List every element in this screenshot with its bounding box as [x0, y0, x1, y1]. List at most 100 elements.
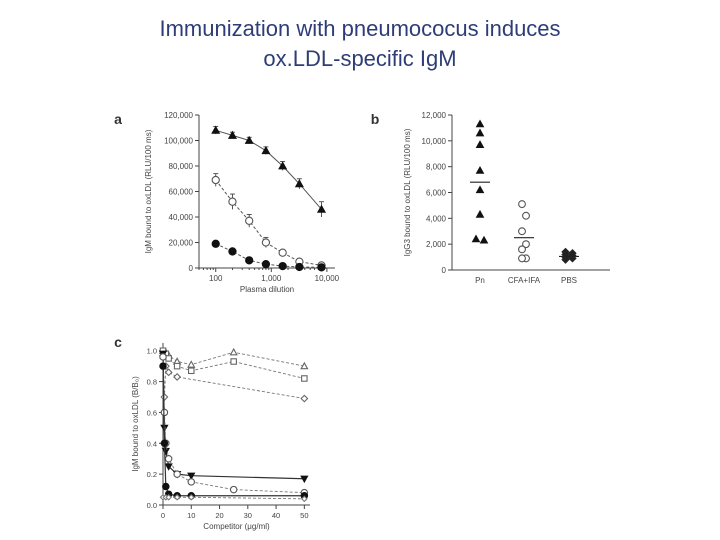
panel-c-x-tick-label: 30: [244, 511, 252, 520]
panel-a-label: a: [114, 111, 122, 127]
panel-c-y-tick-label: 0.0: [147, 501, 157, 510]
panel-c-point: [187, 478, 196, 486]
panel-b-x-tick-label: CFA+IFA: [508, 276, 541, 285]
panel-b-point: [475, 185, 485, 194]
panel-a-x-tick-label: 1,000: [261, 274, 282, 283]
slide-title: Immunization with pneumococus induces ox…: [0, 14, 720, 74]
panel-c-series-line: [162, 353, 305, 480]
panel-c-point: [173, 493, 181, 501]
panel-c-point: [301, 375, 308, 382]
panel-a-point: [278, 261, 287, 271]
panel-a-y-tick-label: 100,000: [164, 137, 193, 146]
panel-c-point: [187, 360, 196, 368]
panel-b-x-tick-label: Pn: [475, 276, 485, 285]
panel-c-series-line: [162, 355, 305, 399]
panel-c-x-axis-label: Competitor (μg/ml): [203, 522, 270, 531]
panel-a-point: [228, 247, 237, 256]
panel-c-point: [164, 368, 173, 377]
panel-b-point: [475, 119, 485, 128]
panel-c-point: [165, 493, 172, 501]
panel-a-x-axis-label: Plasma dilution: [240, 285, 294, 294]
panel-b-y-tick-label: 0: [442, 266, 447, 275]
panel-c-y-tick-label: 0.6: [147, 408, 157, 417]
panel-a-point: [278, 248, 287, 257]
panel-c-point: [173, 470, 181, 478]
slide-title-line-2: ox.LDL-specific IgM: [263, 46, 457, 71]
panel-b-point: [568, 254, 577, 263]
panel-a-y-tick-label: 60,000: [169, 188, 194, 197]
panel-a-point: [211, 239, 220, 248]
panel-c-series-line: [163, 496, 305, 500]
panel-a-y-tick-label: 20,000: [169, 239, 194, 248]
panel-b-y-axis-label: IgG3 bound to oxLDL (RLU/100 ms): [403, 128, 412, 256]
panel-a-x-tick-label: 10,000: [315, 274, 340, 283]
panel-b-point: [518, 245, 526, 254]
panel-b-point: [518, 200, 526, 209]
panel-a-point: [245, 216, 254, 225]
panel-c-x-tick-label: 50: [300, 511, 308, 520]
panel-b-point: [561, 255, 570, 264]
panel-c-y-axis-label: IgM bound to oxLDL (B/B₀): [131, 376, 140, 472]
panel-c-series-line: [162, 356, 305, 494]
panel-c-point: [229, 485, 238, 494]
panel-a-y-tick-label: 120,000: [164, 111, 193, 120]
panel-b-y-tick-label: 4,000: [426, 214, 447, 223]
panel-c-x-tick-label: 0: [161, 511, 165, 520]
panel-c-point: [187, 367, 195, 375]
panel-b-point: [475, 209, 485, 218]
panel-b-x-tick-label: PBS: [561, 276, 577, 285]
panel-c-y-tick-label: 0.8: [147, 378, 157, 387]
panel-a-point: [294, 179, 304, 188]
panel-c-point: [159, 362, 167, 370]
panel-a-y-tick-label: 80,000: [169, 162, 194, 171]
panel-c-point: [164, 463, 173, 471]
panel-c-point: [164, 454, 173, 463]
panel-c-point: [160, 439, 169, 448]
panel-c-y-tick-label: 1.0: [147, 347, 157, 356]
panel-c-point: [300, 361, 309, 370]
panel-b-y-tick-label: 10,000: [422, 137, 447, 146]
panel-c-point: [165, 355, 172, 362]
panel-b-point: [471, 234, 481, 243]
panel-b-label: b: [371, 111, 380, 127]
panel-c-point: [230, 358, 237, 365]
panel-c-x-tick-label: 10: [187, 511, 195, 520]
panel-a-point: [228, 197, 237, 206]
panel-c-point: [162, 482, 170, 491]
panel-c-y-tick-label: 0.2: [147, 470, 157, 479]
panel-a-point: [211, 125, 221, 134]
panel-a-point: [316, 204, 327, 213]
panel-b-point: [479, 235, 489, 244]
panel-b-y-tick-label: 2,000: [426, 240, 447, 249]
panel-c-point: [159, 353, 167, 361]
panel-a-x-tick-label: 100: [209, 274, 223, 283]
panel-a-point: [245, 256, 254, 265]
panel-c-point: [173, 372, 182, 381]
panel-b-y-tick-label: 8,000: [426, 163, 447, 172]
panel-c-x-tick-label: 40: [272, 511, 280, 520]
panel-a-point: [317, 263, 326, 272]
panel-a-point: [261, 145, 271, 155]
panel-b-point: [518, 227, 526, 236]
slide-title-line-1: Immunization with pneumococus induces: [159, 16, 561, 41]
panel-a-point: [261, 238, 271, 247]
panel-c-point: [300, 394, 309, 403]
panel-b-point: [522, 211, 530, 220]
panel-a-y-tick-label: 0: [189, 264, 194, 273]
panel-c-y-tick-label: 0.4: [147, 439, 157, 448]
panel-b-y-tick-label: 12,000: [422, 111, 447, 120]
panel-a-y-tick-label: 40,000: [169, 213, 194, 222]
panel-c-point: [301, 495, 308, 503]
panel-b-point: [522, 240, 530, 249]
panel-c-x-tick-label: 20: [215, 511, 223, 520]
panel-c-point: [173, 362, 181, 370]
panel-b-point: [475, 128, 485, 137]
panel-a-point: [295, 262, 304, 272]
panel-c-point: [229, 347, 238, 356]
panel-a-series-line: [215, 129, 322, 210]
panel-c-point: [187, 493, 195, 501]
panel-c-point: [187, 472, 196, 481]
panel-b-y-tick-label: 6,000: [426, 189, 447, 198]
panel-a-point: [211, 175, 220, 185]
